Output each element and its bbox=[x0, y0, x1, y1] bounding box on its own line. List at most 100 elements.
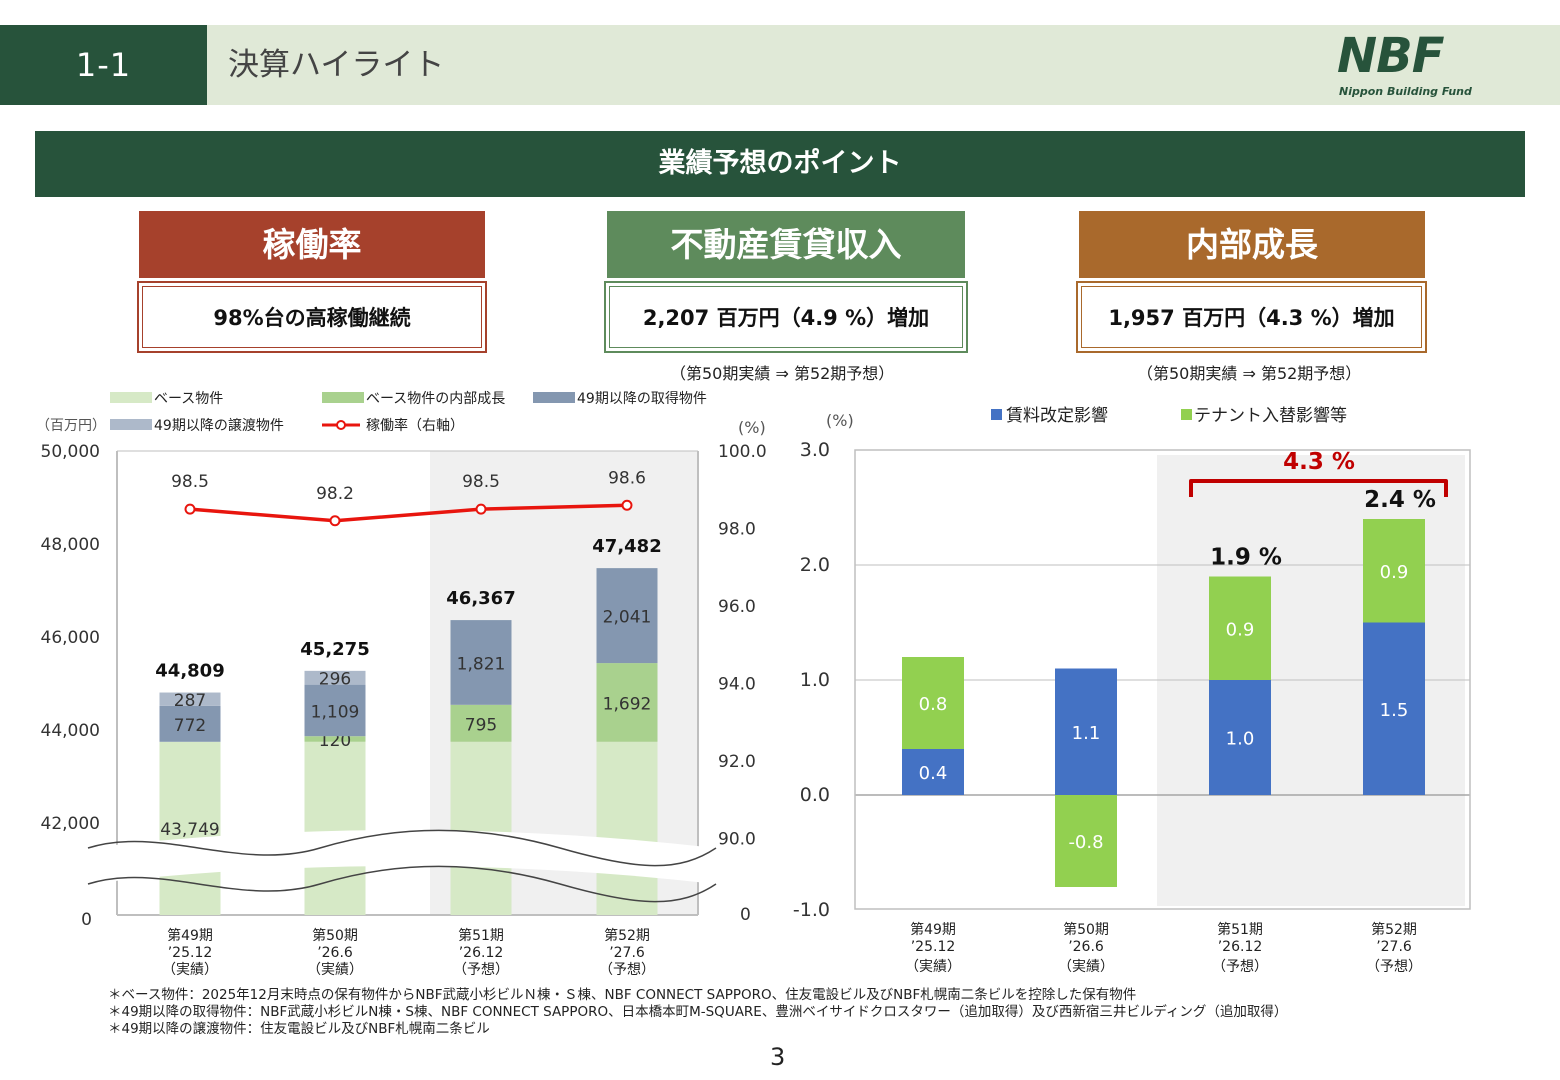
card-value-internal-growth: 1,957 百万円（4.3 %）増加 bbox=[1076, 281, 1427, 353]
x-tick-label: 第49期 bbox=[167, 927, 213, 944]
x-tick-label: ’27.6 bbox=[1376, 939, 1412, 955]
bar-label-acquired: 1,109 bbox=[311, 702, 360, 722]
occupancy-label: 98.6 bbox=[608, 468, 646, 488]
bar-label-acquired: 1,821 bbox=[457, 654, 506, 674]
occupancy-point bbox=[475, 503, 487, 515]
y-tick-label: 2.0 bbox=[800, 554, 830, 576]
occupancy-label: 98.5 bbox=[462, 472, 500, 492]
bar-tenant-turnover bbox=[1363, 519, 1425, 623]
bar-tenant-turnover bbox=[1055, 795, 1117, 887]
legend-swatch bbox=[110, 419, 152, 430]
total-label: 1.9 % bbox=[1210, 545, 1282, 571]
x-tick-label: ’26.6 bbox=[317, 945, 353, 961]
y2-tick-label: 90.0 bbox=[718, 830, 756, 850]
bar-internal-growth bbox=[596, 663, 658, 742]
occupancy-label: 98.2 bbox=[316, 484, 354, 504]
y2-tick-label: 96.0 bbox=[718, 597, 756, 617]
occupancy-line bbox=[189, 503, 628, 523]
bar-internal-growth bbox=[304, 736, 366, 742]
bar-acquired bbox=[159, 705, 221, 742]
axis-break-band bbox=[88, 830, 716, 884]
x-tick-label: （実績） bbox=[162, 962, 218, 978]
x-tick-label: （予想） bbox=[599, 962, 655, 978]
y-tick-label: 0 bbox=[81, 910, 92, 930]
x-tick-label: （予想） bbox=[1212, 959, 1268, 975]
bar-label-internal-growth: 1,692 bbox=[603, 694, 652, 714]
x-tick-label: ’27.6 bbox=[609, 945, 645, 961]
bar-label-tenant-turnover: 0.9 bbox=[1226, 619, 1255, 640]
occupancy-label: 98.5 bbox=[171, 472, 209, 492]
card-value-occupancy: 98%台の高稼働継続 bbox=[137, 281, 487, 353]
x-tick-label: ’26.12 bbox=[459, 945, 504, 961]
bar-label-acquired: 2,041 bbox=[603, 608, 652, 628]
occupancy-point bbox=[621, 499, 633, 511]
footnote-acquired: ＊49期以降の取得物件：NBF武蔵小杉ビルN棟・S棟、NBF CONNECT S… bbox=[108, 1004, 1288, 1020]
card-value-text: 98%台の高稼働継続 bbox=[142, 286, 482, 348]
card-value-text: 1,957 百万円（4.3 %）増加 bbox=[1081, 286, 1422, 348]
legend-label: テナント入替影響等 bbox=[1194, 406, 1347, 426]
bar-label-rent-revision: 1.1 bbox=[1072, 723, 1101, 744]
x-tick-label: 第51期 bbox=[1217, 921, 1263, 938]
x-tick-label: ’26.6 bbox=[1068, 939, 1104, 955]
occupancy-point bbox=[329, 515, 341, 527]
legend-label: ベース物件の内部成長 bbox=[366, 391, 505, 407]
bar-label-internal-growth: 795 bbox=[465, 715, 497, 735]
y-tick-label: -1.0 bbox=[793, 899, 830, 921]
bracket-label: 4.3 % bbox=[1283, 449, 1355, 475]
bar-rent-revision bbox=[1209, 680, 1271, 795]
x-tick-label: （実績） bbox=[905, 959, 961, 975]
y-tick-label: 46,000 bbox=[41, 628, 100, 648]
x-tick-label: 第52期 bbox=[1371, 921, 1417, 938]
x-tick-label: （実績） bbox=[307, 962, 363, 978]
bar-rent-revision bbox=[1055, 668, 1117, 795]
legend-label: 稼働率（右軸） bbox=[366, 417, 464, 434]
bar-internal-growth bbox=[450, 704, 512, 742]
legend-swatch bbox=[110, 392, 152, 403]
y2-tick-label: 98.0 bbox=[718, 520, 756, 540]
card-title-internal-growth: 内部成長 bbox=[1079, 211, 1425, 278]
axis-break-line bbox=[87, 865, 717, 903]
y-tick-label: 0.0 bbox=[800, 784, 830, 806]
legend-swatch bbox=[991, 409, 1002, 420]
y-tick-label: 48,000 bbox=[41, 535, 100, 555]
bar-disposed bbox=[304, 670, 366, 685]
x-tick-label: ’25.12 bbox=[911, 939, 956, 955]
bar-rent-revision bbox=[1363, 622, 1425, 795]
bar-label-disposed: 287 bbox=[174, 691, 206, 711]
footnote-disposed: ＊49期以降の譲渡物件：住友電設ビル及びNBF札幌南二条ビル bbox=[108, 1021, 490, 1037]
bracket bbox=[1189, 479, 1448, 497]
card-note-internal-growth: （第50期実績 ⇒ 第52期予想） bbox=[1137, 364, 1362, 383]
legend-label: 賃料改定影響 bbox=[1006, 406, 1108, 426]
page-number: 3 bbox=[770, 1043, 786, 1071]
logo-wordmark: NBF bbox=[1337, 28, 1445, 84]
bar-label-tenant-turnover: 0.8 bbox=[919, 694, 948, 715]
x-tick-label: 第51期 bbox=[458, 927, 504, 944]
bar-label-tenant-turnover: 0.9 bbox=[1380, 562, 1409, 583]
bar-acquired bbox=[450, 620, 512, 705]
x-tick-label: ’25.12 bbox=[168, 945, 213, 961]
y-tick-label: 50,000 bbox=[41, 442, 100, 462]
footnotes: ＊ベース物件：2025年12月末時点の保有物件からNBF武蔵小杉ビルＮ棟・Ｓ棟、… bbox=[108, 987, 1287, 1038]
legend-label: 49期以降の取得物件 bbox=[577, 390, 707, 407]
bar-label-rent-revision: 1.5 bbox=[1380, 700, 1409, 721]
total-label: 45,275 bbox=[300, 639, 369, 660]
legend-swatch bbox=[322, 392, 364, 403]
bar-base bbox=[450, 741, 512, 915]
total-label: 46,367 bbox=[446, 588, 515, 609]
legend-swatch bbox=[1181, 409, 1192, 420]
bar-acquired bbox=[304, 684, 366, 737]
footnote-base: ＊ベース物件：2025年12月末時点の保有物件からNBF武蔵小杉ビルＮ棟・Ｓ棟、… bbox=[108, 987, 1137, 1003]
bar-label-base: 43,749 bbox=[160, 820, 219, 840]
total-label: 2.4 % bbox=[1364, 487, 1436, 513]
x-tick-label: （予想） bbox=[453, 962, 509, 978]
card-value-text: 2,207 百万円（4.9 %）増加 bbox=[609, 286, 963, 348]
y-axis-unit: （百万円） bbox=[36, 418, 106, 434]
x-tick-label: 第49期 bbox=[910, 921, 956, 938]
y2-tick-label: 100.0 bbox=[718, 442, 767, 462]
x-tick-label: （実績） bbox=[1058, 959, 1114, 975]
card-value-rental-revenue: 2,207 百万円（4.9 %）増加 bbox=[604, 281, 968, 353]
total-label: 47,482 bbox=[592, 536, 661, 557]
bar-label-acquired: 772 bbox=[174, 716, 206, 736]
plot-frame bbox=[854, 449, 1471, 910]
x-tick-label: （予想） bbox=[1366, 959, 1422, 975]
